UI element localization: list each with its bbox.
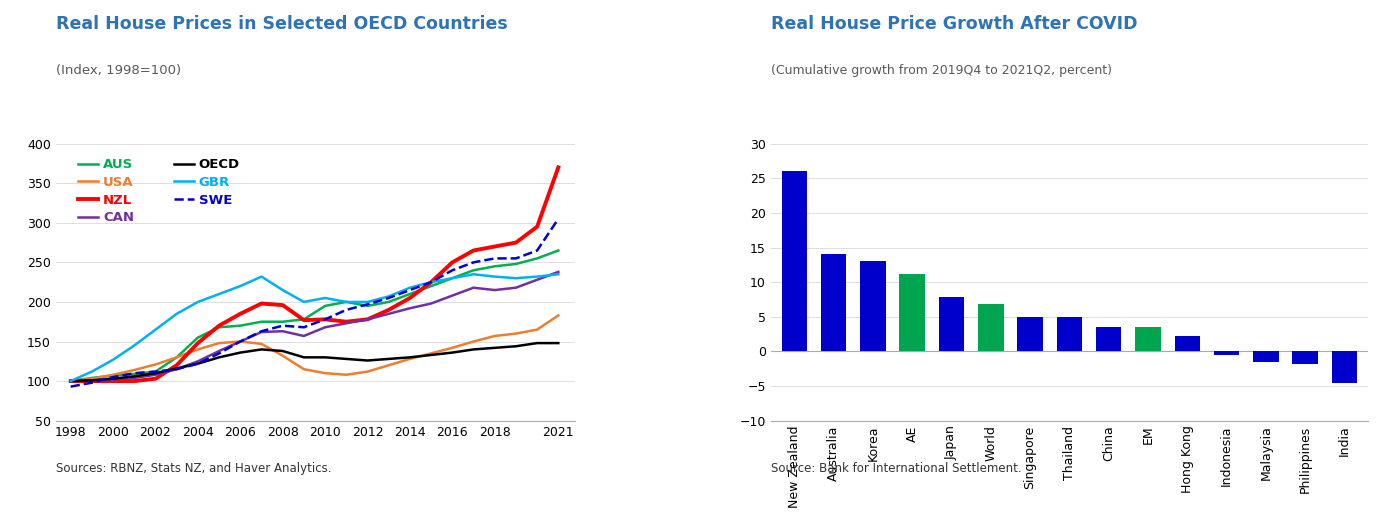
Bar [938, 298, 965, 351]
Bar [1018, 317, 1043, 351]
Legend: AUS, USA, NZL, CAN, OECD, GBR, SWE: AUS, USA, NZL, CAN, OECD, GBR, SWE [73, 153, 246, 229]
Text: Real House Price Growth After COVID: Real House Price Growth After COVID [771, 15, 1138, 33]
Bar [1215, 351, 1240, 355]
Bar [782, 171, 807, 351]
Text: Source: Bank for International Settlement.: Source: Bank for International Settlemen… [771, 462, 1022, 475]
Bar [1135, 327, 1160, 351]
Text: (Index, 1998=100): (Index, 1998=100) [56, 64, 181, 77]
Bar [1332, 351, 1357, 383]
Bar [899, 274, 926, 351]
Bar [1096, 327, 1121, 351]
Bar [1254, 351, 1279, 362]
Bar [1293, 351, 1318, 364]
Bar [821, 254, 846, 351]
Text: Sources: RBNZ, Stats NZ, and Haver Analytics.: Sources: RBNZ, Stats NZ, and Haver Analy… [56, 462, 331, 475]
Bar [979, 304, 1004, 351]
Bar [860, 262, 885, 351]
Bar [1057, 317, 1082, 351]
Text: (Cumulative growth from 2019Q4 to 2021Q2, percent): (Cumulative growth from 2019Q4 to 2021Q2… [771, 64, 1111, 77]
Bar [1174, 336, 1201, 351]
Text: Real House Prices in Selected OECD Countries: Real House Prices in Selected OECD Count… [56, 15, 508, 33]
